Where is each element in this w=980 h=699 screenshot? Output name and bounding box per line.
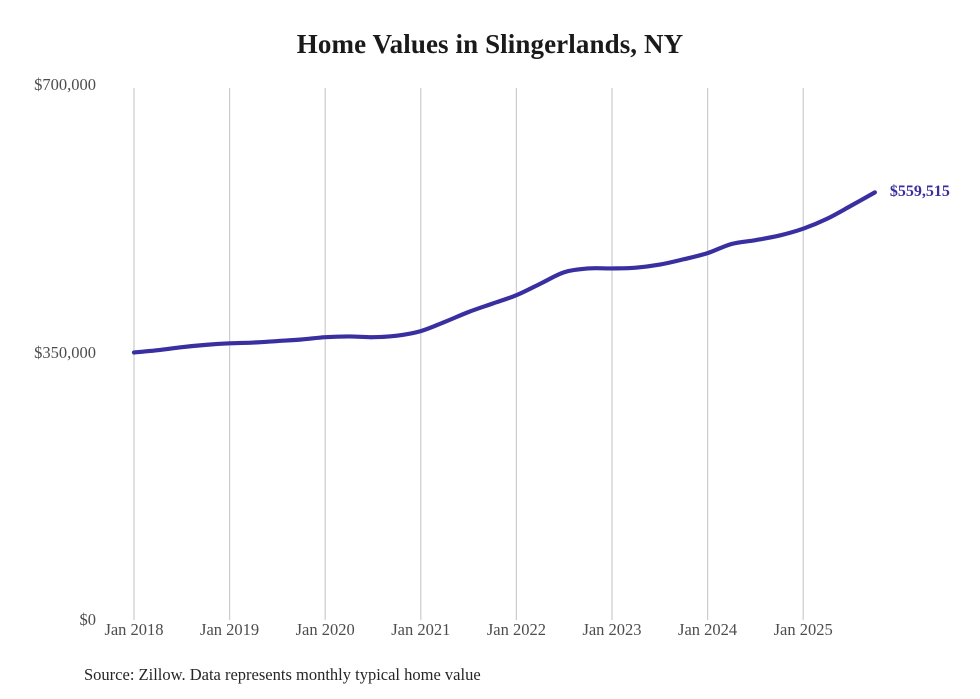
source-note: Source: Zillow. Data represents monthly … bbox=[84, 665, 481, 684]
y-tick-label: $350,000 bbox=[34, 342, 96, 362]
home-value-line bbox=[131, 190, 877, 355]
x-tick-label: Jan 2021 bbox=[391, 620, 451, 639]
x-tick-label: Jan 2020 bbox=[295, 620, 355, 639]
gridlines-group bbox=[133, 88, 804, 620]
y-tick-label: $0 bbox=[79, 610, 97, 629]
chart-title: Home Values in Slingerlands, NY bbox=[296, 29, 684, 59]
x-tick-label: Jan 2022 bbox=[486, 620, 546, 639]
x-tick-label: Jan 2019 bbox=[200, 620, 260, 639]
x-tick-label: Jan 2024 bbox=[678, 620, 738, 639]
x-tick-label: Jan 2018 bbox=[104, 620, 164, 639]
x-tick-label: Jan 2025 bbox=[773, 620, 833, 639]
x-tick-label: Jan 2023 bbox=[582, 620, 642, 639]
y-tick-label: $700,000 bbox=[34, 75, 96, 94]
end-value-annotation: $559,515 bbox=[889, 183, 950, 201]
